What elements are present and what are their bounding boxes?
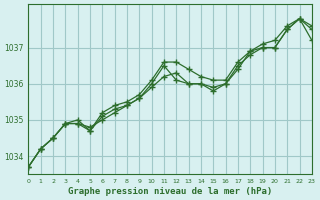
X-axis label: Graphe pression niveau de la mer (hPa): Graphe pression niveau de la mer (hPa) [68, 187, 272, 196]
